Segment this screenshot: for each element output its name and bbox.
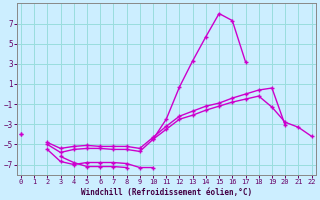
X-axis label: Windchill (Refroidissement éolien,°C): Windchill (Refroidissement éolien,°C) xyxy=(81,188,252,197)
